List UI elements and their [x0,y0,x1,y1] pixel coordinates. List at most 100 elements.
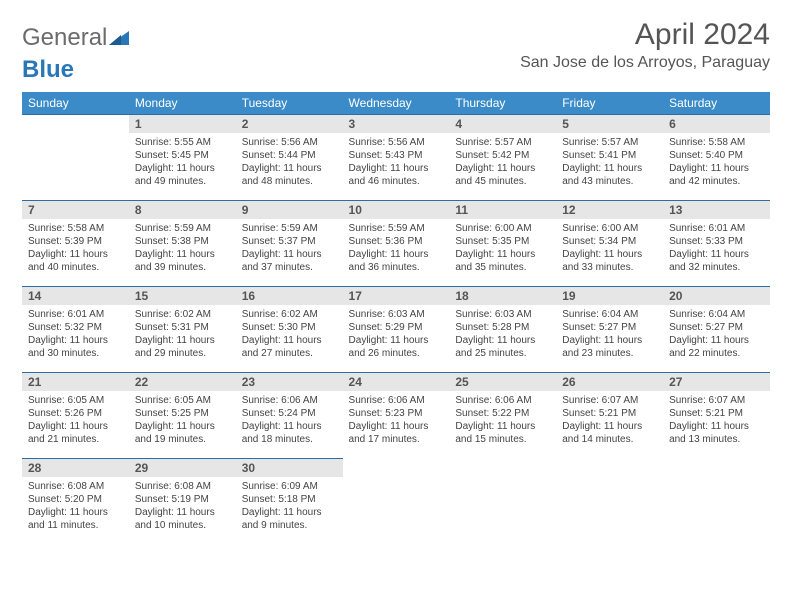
calendar-day-cell: 18Sunrise: 6:03 AMSunset: 5:28 PMDayligh… [449,286,556,372]
logo-text-2: Blue [22,56,74,84]
sunset-text: Sunset: 5:25 PM [135,407,230,420]
sunset-text: Sunset: 5:45 PM [135,149,230,162]
sunrise-text: Sunrise: 5:55 AM [135,136,230,149]
sunrise-text: Sunrise: 6:00 AM [455,222,550,235]
sunrise-text: Sunrise: 5:59 AM [349,222,444,235]
day-number: 4 [449,114,556,133]
calendar-day-cell: 14 Sunrise: 6:01 AMSunset: 5:32 PMDayligh… [22,286,129,372]
sunset-text: Sunset: 5:38 PM [135,235,230,248]
sunrise-text: Sunrise: 6:01 AM [669,222,764,235]
calendar-day-cell [343,458,450,544]
day-number: 5 [556,114,663,133]
month-title: April 2024 [520,18,770,52]
sunrise-text: Sunrise: 5:56 AM [349,136,444,149]
calendar-day-cell: 28Sunrise: 6:08 AMSunset: 5:20 PMDayligh… [22,458,129,544]
sunrise-text: Sunrise: 6:06 AM [242,394,337,407]
day-number: 7 [22,200,129,219]
calendar-day-cell: 13Sunrise: 6:01 AMSunset: 5:33 PMDayligh… [663,200,770,286]
daylight-text: Daylight: 11 hours and 33 minutes. [562,248,657,274]
sunrise-text: Sunrise: 5:59 AM [135,222,230,235]
day-details: Sunrise: 6:06 AMSunset: 5:23 PMDaylight:… [343,391,450,450]
daylight-text: Daylight: 11 hours and 37 minutes. [242,248,337,274]
weekday-header: Wednesday [343,92,450,114]
daylight-text: Daylight: 11 hours and 35 minutes. [455,248,550,274]
sunset-text: Sunset: 5:26 PM [28,407,123,420]
day-details: Sunrise: 6:04 AMSunset: 5:27 PMDaylight:… [556,305,663,364]
sunrise-text: Sunrise: 6:07 AM [562,394,657,407]
daylight-text: Daylight: 11 hours and 21 minutes. [28,420,123,446]
day-details: Sunrise: 5:57 AMSunset: 5:42 PMDaylight:… [449,133,556,192]
day-number: 26 [556,372,663,391]
empty-day [449,458,556,476]
weekday-header-row: Sunday Monday Tuesday Wednesday Thursday… [22,92,770,114]
sunset-text: Sunset: 5:22 PM [455,407,550,420]
daylight-text: Daylight: 11 hours and 15 minutes. [455,420,550,446]
logo-text-1: General [22,24,107,52]
calendar-day-cell: 2Sunrise: 5:56 AMSunset: 5:44 PMDaylight… [236,114,343,200]
sunrise-text: Sunrise: 6:01 AM [28,308,123,321]
sunset-text: Sunset: 5:36 PM [349,235,444,248]
location-subtitle: San Jose de los Arroyos, Paraguay [520,54,770,72]
calendar-week-row: 14Sunrise: 6:01 AMSunset: 5:32 PMDayligh… [22,286,770,372]
day-details: Sunrise: 6:02 AMSunset: 5:31 PMDaylight:… [129,305,236,364]
daylight-text: Daylight: 11 hours and 40 minutes. [28,248,123,274]
sunrise-text: Sunrise: 6:05 AM [135,394,230,407]
day-number: 10 [343,200,450,219]
calendar-day-cell: 25Sunrise: 6:06 AMSunset: 5:22 PMDayligh… [449,372,556,458]
daylight-text: Daylight: 11 hours and 43 minutes. [562,162,657,188]
sunrise-text: Sunrise: 6:02 AM [242,308,337,321]
daylight-text: Daylight: 11 hours and 25 minutes. [455,334,550,360]
sunrise-text: Sunrise: 6:04 AM [562,308,657,321]
calendar-day-cell [22,114,129,200]
calendar-day-cell [449,458,556,544]
daylight-text: Daylight: 11 hours and 18 minutes. [242,420,337,446]
sunrise-text: Sunrise: 5:57 AM [455,136,550,149]
sunset-text: Sunset: 5:19 PM [135,493,230,506]
weekday-header: Friday [556,92,663,114]
sunrise-text: Sunrise: 6:00 AM [562,222,657,235]
calendar-day-cell [663,458,770,544]
day-details: Sunrise: 6:05 AMSunset: 5:26 PMDaylight:… [22,391,129,450]
day-number: 6 [663,114,770,133]
daylight-text: Daylight: 11 hours and 32 minutes. [669,248,764,274]
calendar-week-row: 28Sunrise: 6:08 AMSunset: 5:20 PMDayligh… [22,458,770,544]
daylight-text: Daylight: 11 hours and 22 minutes. [669,334,764,360]
daylight-text: Daylight: 11 hours and 29 minutes. [135,334,230,360]
calendar-day-cell: 29Sunrise: 6:08 AMSunset: 5:19 PMDayligh… [129,458,236,544]
calendar-page: General April 2024 San Jose de los Arroy… [0,0,792,612]
sunrise-text: Sunrise: 6:09 AM [242,480,337,493]
daylight-text: Daylight: 11 hours and 14 minutes. [562,420,657,446]
empty-day [663,458,770,476]
sunset-text: Sunset: 5:32 PM [28,321,123,334]
weekday-header: Thursday [449,92,556,114]
day-number: 3 [343,114,450,133]
day-number: 14 [22,286,129,305]
title-block: April 2024 San Jose de los Arroyos, Para… [520,18,770,78]
sunset-text: Sunset: 5:27 PM [562,321,657,334]
day-number: 28 [22,458,129,477]
calendar-day-cell: 24Sunrise: 6:06 AMSunset: 5:23 PMDayligh… [343,372,450,458]
sunset-text: Sunset: 5:21 PM [562,407,657,420]
daylight-text: Daylight: 11 hours and 11 minutes. [28,506,123,532]
day-number: 13 [663,200,770,219]
day-number: 11 [449,200,556,219]
daylight-text: Daylight: 11 hours and 30 minutes. [28,334,123,360]
sunset-text: Sunset: 5:35 PM [455,235,550,248]
calendar-day-cell: 5Sunrise: 5:57 AMSunset: 5:41 PMDaylight… [556,114,663,200]
calendar-day-cell: 30Sunrise: 6:09 AMSunset: 5:18 PMDayligh… [236,458,343,544]
sunset-text: Sunset: 5:34 PM [562,235,657,248]
sunset-text: Sunset: 5:31 PM [135,321,230,334]
day-number: 18 [449,286,556,305]
day-number: 23 [236,372,343,391]
day-details: Sunrise: 6:07 AMSunset: 5:21 PMDaylight:… [663,391,770,450]
sunset-text: Sunset: 5:28 PM [455,321,550,334]
sunrise-text: Sunrise: 6:03 AM [349,308,444,321]
daylight-text: Daylight: 11 hours and 49 minutes. [135,162,230,188]
day-number: 22 [129,372,236,391]
sunset-text: Sunset: 5:30 PM [242,321,337,334]
sunrise-text: Sunrise: 5:59 AM [242,222,337,235]
daylight-text: Daylight: 11 hours and 26 minutes. [349,334,444,360]
day-details: Sunrise: 5:56 AMSunset: 5:44 PMDaylight:… [236,133,343,192]
day-number: 27 [663,372,770,391]
daylight-text: Daylight: 11 hours and 46 minutes. [349,162,444,188]
